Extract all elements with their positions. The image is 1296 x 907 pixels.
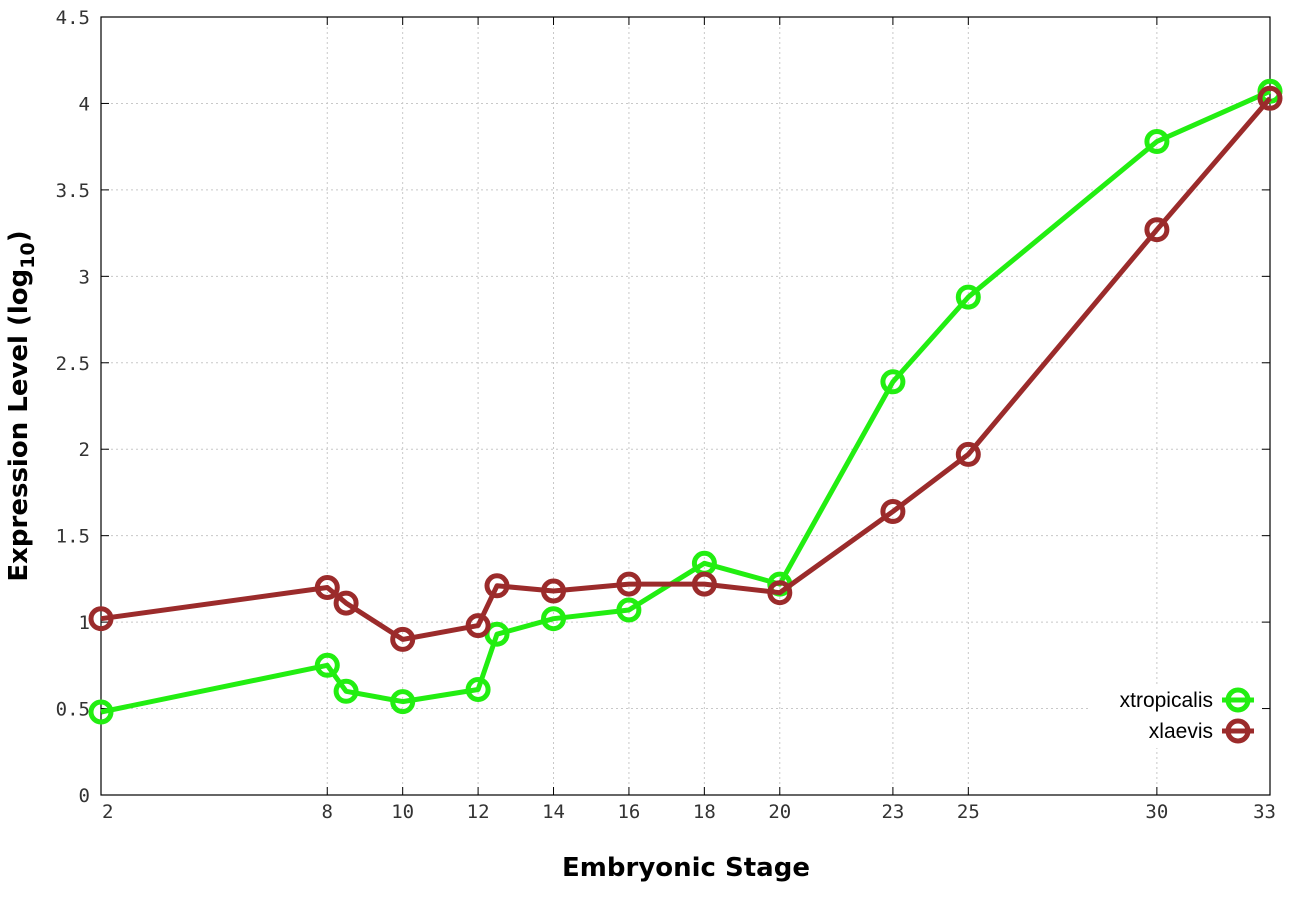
x-tick-label: 14 [542, 801, 565, 823]
data-point-xtropicalis [333, 678, 359, 704]
data-point-xtropicalis [314, 652, 340, 678]
data-point-xlaevis [333, 590, 359, 616]
legend-label-xtropicalis: xtropicalis [1120, 689, 1213, 712]
data-point-xlaevis [691, 571, 717, 597]
data-point-xlaevis [1144, 217, 1170, 243]
plot-frame [100, 16, 1271, 796]
x-axis: 2 8 10 12 14 16 18 20 23 25 30 33 [102, 801, 1276, 823]
data-point-xtropicalis [390, 689, 416, 715]
data-point-xtropicalis [880, 369, 906, 395]
x-tick-label: 2 [102, 801, 113, 823]
y-tick-label: 1 [79, 612, 90, 634]
x-tick-label: 16 [617, 801, 640, 823]
series-line-xtropicalis [100, 89, 1272, 715]
data-point-xtropicalis [616, 597, 642, 623]
legend-label-xlaevis: xlaevis [1149, 720, 1213, 743]
data-point-xtropicalis [88, 699, 114, 725]
y-tick-label: 2 [79, 439, 90, 461]
data-point-xlaevis [616, 571, 642, 597]
x-tick-label: 23 [881, 801, 904, 823]
data-point-xlaevis [1257, 85, 1283, 111]
data-point-xlaevis [767, 580, 793, 606]
series-xlaevis [88, 85, 1283, 652]
y-tick-label: 1.5 [56, 526, 90, 548]
y-axis-title-end: ) [4, 230, 34, 242]
y-axis-title-main: Expression Level (log [4, 269, 34, 582]
x-tick-label: 18 [693, 801, 716, 823]
y-tick-label: 3.5 [56, 180, 90, 202]
axis-ticks [100, 16, 1271, 796]
x-axis-title: Embryonic Stage [562, 853, 810, 883]
y-axis-title: Expression Level (log10) [4, 230, 39, 581]
y-tick-label: 0 [79, 785, 90, 807]
y-tick-label: 4.5 [56, 7, 90, 29]
data-point-xtropicalis [541, 606, 566, 632]
legend-marker-xtropicalis [1225, 687, 1251, 713]
y-tick-label: 2.5 [56, 353, 90, 375]
x-tick-label: 8 [322, 801, 333, 823]
data-point-xlaevis [955, 441, 981, 467]
data-point-xlaevis [314, 575, 340, 600]
y-tick-label: 3 [79, 266, 90, 288]
data-point-xlaevis [484, 573, 510, 599]
legend: xtropicalis xlaevis [1090, 684, 1262, 748]
series-xtropicalis [88, 78, 1283, 725]
x-tick-label: 12 [467, 801, 490, 823]
data-point-xlaevis [88, 606, 114, 632]
data-point-xlaevis [465, 613, 491, 639]
y-axis: 0 0.5 1 1.5 2 2.5 3 3.5 4 4.5 [56, 7, 90, 807]
x-tick-label: 20 [768, 801, 791, 823]
data-point-xlaevis [390, 626, 416, 652]
x-tick-label: 33 [1253, 801, 1276, 823]
y-tick-label: 4 [79, 93, 90, 115]
data-point-xlaevis [541, 578, 566, 604]
x-tick-label: 30 [1145, 801, 1168, 823]
series-line-xlaevis [100, 96, 1272, 642]
x-tick-label: 10 [391, 801, 414, 823]
data-point-xtropicalis [465, 677, 491, 702]
legend-marker-xlaevis [1225, 718, 1251, 744]
data-point-xtropicalis [1144, 129, 1170, 154]
y-tick-label: 0.5 [56, 699, 90, 721]
data-point-xlaevis [880, 499, 906, 524]
data-point-xtropicalis [955, 284, 981, 310]
y-axis-title-subscript: 10 [17, 242, 39, 268]
series-layer [88, 78, 1283, 725]
x-tick-label: 25 [957, 801, 980, 823]
